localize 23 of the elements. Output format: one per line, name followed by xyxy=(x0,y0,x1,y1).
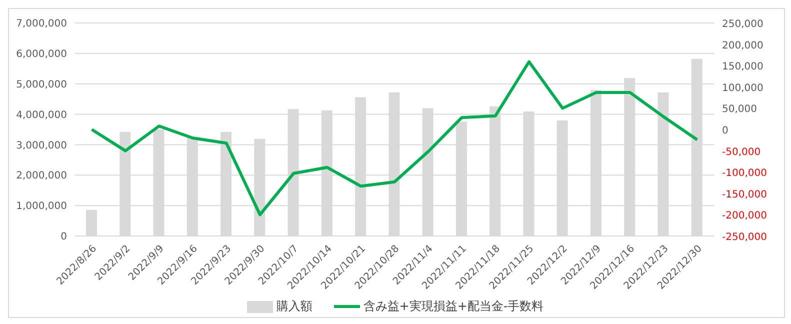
y-tick-label: 7,000,000 xyxy=(16,18,67,30)
y-tick-label: 1,000,000 xyxy=(16,201,67,212)
y-tick-label: 5,000,000 xyxy=(16,79,67,90)
y-tick-label: 6,000,000 xyxy=(16,48,67,60)
y2-tick-label: -250,000 xyxy=(722,232,767,243)
legend-label: 購入額 xyxy=(276,298,312,315)
y2-tick-label: 150,000 xyxy=(722,62,764,73)
y2-tick-label: 100,000 xyxy=(722,82,764,94)
bar xyxy=(86,210,97,236)
y-tick-label: 2,000,000 xyxy=(16,170,67,182)
y2-tick-label: -50,000 xyxy=(722,146,761,158)
y-tick-label: 3,000,000 xyxy=(16,140,67,152)
y2-tick-label: 50,000 xyxy=(722,104,757,116)
y2-tick-label: -100,000 xyxy=(722,168,767,180)
y-tick-label: 0 xyxy=(60,232,67,243)
y2-tick-label: 200,000 xyxy=(722,40,764,52)
y-tick-label: 4,000,000 xyxy=(16,110,67,121)
line-series xyxy=(90,60,699,216)
y2-tick-label: -200,000 xyxy=(722,210,767,222)
y2-tick-label: 250,000 xyxy=(722,19,764,30)
legend-label: 含み益+実現損益+配当金-手数料 xyxy=(363,298,544,315)
y2-tick-label: 0 xyxy=(722,126,728,136)
y2-tick-label: -150,000 xyxy=(722,189,767,200)
